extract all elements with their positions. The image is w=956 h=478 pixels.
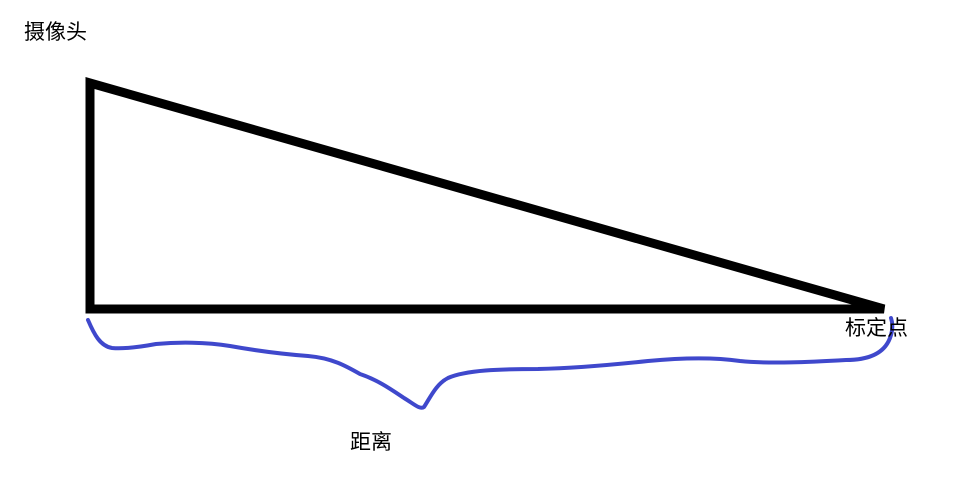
distance-label: 距离	[350, 430, 392, 454]
distance-brace	[86, 316, 895, 410]
calibration-point-label: 标定点	[845, 316, 908, 340]
camera-label: 摄像头	[24, 20, 87, 44]
right-triangle	[85, 77, 886, 314]
